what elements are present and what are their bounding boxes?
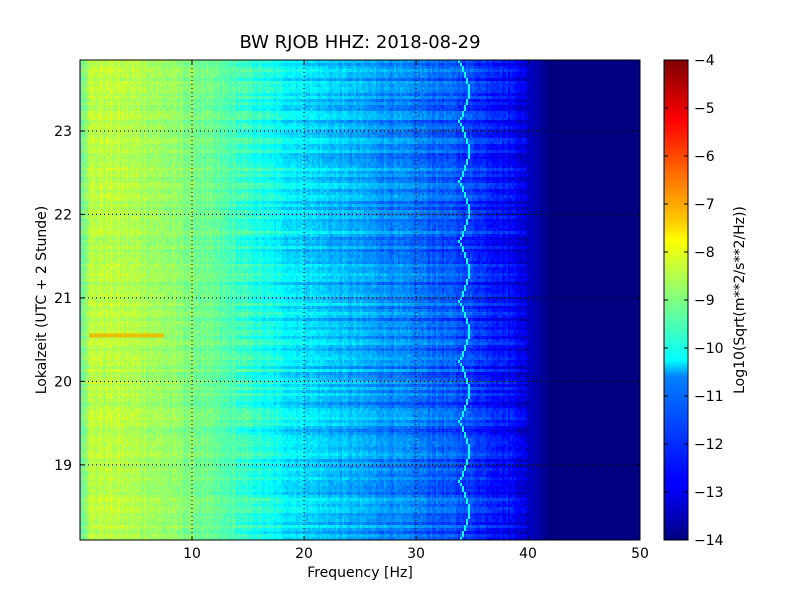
x-tick-label: 10 (183, 546, 201, 562)
colorbar-tick-label: −14 (694, 533, 724, 549)
spectrogram-heatmap (80, 60, 640, 540)
colorbar-label: Log10(Sqrt(m**2/s**2/Hz)) (732, 206, 748, 394)
y-tick-label: 23 (54, 124, 72, 140)
colorbar-tick-label: −10 (694, 341, 724, 357)
colorbar-tick-label: −5 (694, 101, 715, 117)
plot-frame (79, 59, 641, 541)
chart-title: BW RJOB HHZ: 2018-08-29 (239, 32, 480, 53)
x-tick-label: 50 (631, 546, 649, 562)
colorbar-tick-label: −4 (694, 53, 715, 69)
colorbar: −14 −13 −12 −11 −10 −9 −8 −7 −6 −5 −4 (663, 53, 724, 549)
grid-lines (80, 60, 640, 540)
colorbar-tick-label: −11 (694, 389, 724, 405)
x-tick-label: 30 (407, 546, 425, 562)
colorbar-ticks: −14 −13 −12 −11 −10 −9 −8 −7 −6 −5 −4 (664, 53, 724, 549)
x-axis-label: Frequency [Hz] (307, 565, 413, 581)
x-tick-label: 40 (519, 546, 537, 562)
colorbar-tick-label: −7 (694, 197, 715, 213)
colorbar-tick-label: −8 (694, 245, 715, 261)
bright-band-marker (88, 333, 164, 338)
colorbar-tick-label: −9 (694, 293, 715, 309)
y-tick-label: 20 (54, 374, 72, 390)
colorbar-tick-label: −13 (694, 485, 724, 501)
colorbar-tick-label: −6 (694, 149, 715, 165)
y-tick-label: 19 (54, 458, 72, 474)
heatmap-image (80, 60, 640, 540)
y-axis-label: Lokalzeit (UTC + 2 Stunde) (34, 206, 50, 395)
x-tick-label: 20 (295, 546, 313, 562)
axis-ticks: 10 20 30 40 50 19 20 21 22 23 (54, 60, 649, 562)
colorbar-tick-label: −12 (694, 437, 724, 453)
plot-area: 10 20 30 40 50 19 20 21 22 23 (54, 59, 649, 562)
y-tick-label: 22 (54, 207, 72, 223)
y-tick-label: 21 (54, 291, 72, 307)
